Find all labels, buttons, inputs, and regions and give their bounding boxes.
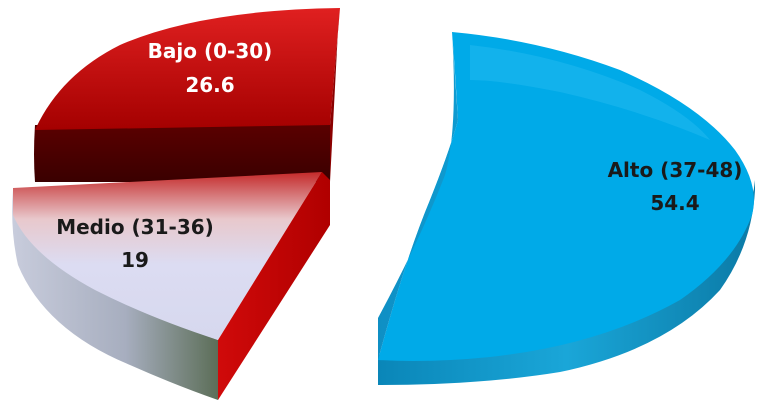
slice-medio xyxy=(12,172,330,400)
label-alto-name: Alto (37-48) xyxy=(608,158,743,182)
label-medio: Medio (31-36) 19 xyxy=(56,215,214,272)
slice-bajo-side xyxy=(34,125,330,182)
slice-bajo-top xyxy=(35,8,340,130)
slice-medio-side xyxy=(12,190,218,400)
label-bajo-value: 26.6 xyxy=(185,73,234,97)
slice-alto xyxy=(378,32,755,385)
label-medio-value: 19 xyxy=(121,248,149,272)
label-alto: Alto (37-48) 54.4 xyxy=(608,158,743,215)
label-bajo-name: Bajo (0-30) xyxy=(148,39,273,63)
slice-alto-side xyxy=(378,180,755,385)
label-alto-value: 54.4 xyxy=(650,191,699,215)
slice-bajo xyxy=(34,8,340,182)
slice-medio-face xyxy=(218,172,330,400)
slice-medio-top xyxy=(13,172,322,340)
slice-alto-top xyxy=(378,32,754,361)
label-bajo: Bajo (0-30) 26.6 xyxy=(148,39,273,97)
label-medio-name: Medio (31-36) xyxy=(56,215,214,239)
